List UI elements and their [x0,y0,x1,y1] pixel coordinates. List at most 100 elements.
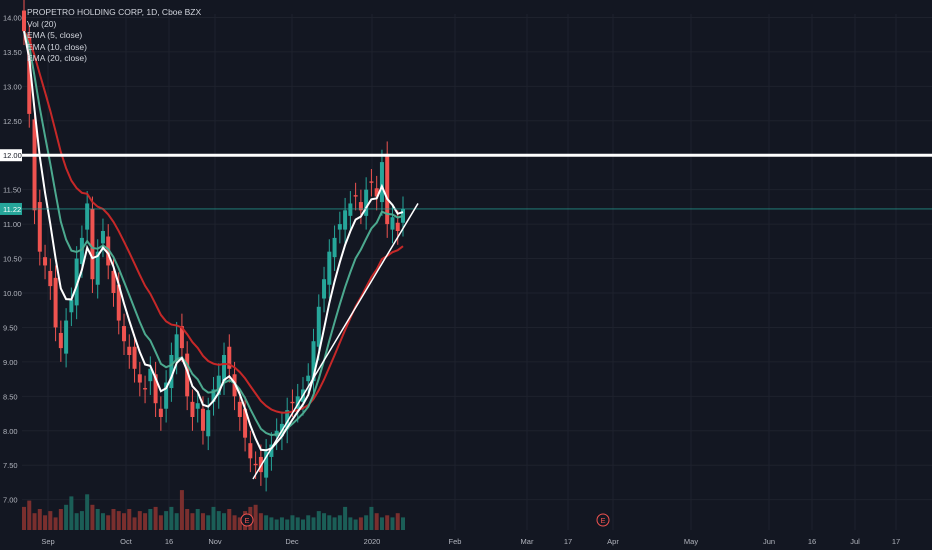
volume-bar [227,509,232,530]
candle-body [395,222,400,231]
x-tick-label: 17 [564,537,572,546]
legend-ema20: EMA (20, close) [27,53,87,63]
candle-body [227,346,232,369]
legend-title: PROPETRO HOLDING CORP, 1D, Cboe BZX [27,7,202,17]
volume-bar [322,513,327,530]
candle-body [116,284,121,321]
volume-bar [343,506,348,530]
y-tick-label: 8.50 [3,392,18,401]
candle-body [390,217,395,230]
volume-bar [37,509,42,530]
ema10-line [23,30,404,437]
trend-line [252,203,419,480]
candle-body [69,299,74,313]
candle-body [306,375,311,382]
x-tick-label: Apr [607,537,619,546]
y-tick-label: 13.50 [3,48,22,57]
y-tick-label: 8.00 [3,427,18,436]
x-tick-label: May [684,537,698,546]
candle-body [22,10,26,32]
volume-bar [290,515,295,530]
volume-bar [179,490,184,530]
candle-body [27,36,32,114]
volume-bar [185,509,190,530]
volume-bar [300,519,305,530]
candle-body [79,237,84,265]
volume-bar [58,509,63,530]
volume-bar [258,513,263,530]
candle-body [53,277,58,328]
volume-bar [332,517,337,530]
y-tick-label: 9.50 [3,323,18,332]
volume-bar [237,517,242,530]
earnings-marker-label: E [600,516,605,525]
ema5-line [23,31,404,452]
x-tick-label: Sep [41,537,54,546]
legend-ema10: EMA (10, close) [27,41,87,52]
candle-body [237,401,242,417]
candle-body [222,355,227,382]
y-tick-label: 13.00 [3,82,22,91]
legend-volume: Vol (20) [27,18,57,29]
candle-body [369,181,374,183]
y-tick-label: 10.00 [3,289,22,298]
candle-body [295,396,300,409]
y-tick-label: 11.50 [3,186,21,195]
candle-body [64,320,69,354]
candle-body [374,188,379,197]
volume-bar [353,519,358,530]
candle-body [179,326,184,349]
volume-bar [316,511,321,530]
candle-body [200,408,205,431]
candle-body [185,353,190,397]
candle-body [216,375,221,395]
volume-bar [122,513,127,530]
volume-bar [285,519,290,530]
candle-body [85,203,90,230]
x-tick-label: Jun [763,537,775,546]
x-tick-label: Dec [285,537,299,546]
volume-bar [116,511,121,530]
x-tick-label: Nov [208,537,222,546]
candle-body [164,382,169,409]
volume-bar [222,513,227,530]
candle-body [43,257,48,266]
candle-body [385,153,390,225]
volume-bar [337,515,342,530]
candle-body [122,326,127,342]
candle-body [153,374,158,404]
y-tick-label: 14.00 [3,13,22,22]
volume-bar [132,517,137,530]
y-tick-label: 10.50 [3,255,22,264]
y-tick-label: 11.00 [3,220,21,229]
candle-body [100,231,105,244]
candle-body [290,401,295,404]
volume-bar [311,517,316,530]
volume-bar [95,509,100,530]
volume-bar [295,517,300,530]
volume-bar [74,513,79,530]
volume-bar [232,515,237,530]
y-tick-label: 9.00 [3,358,18,367]
candle-body [248,443,253,459]
volume-bar [216,511,221,530]
volume-bar [385,515,390,530]
volume-bar [190,513,195,530]
y-tick-label: 12.50 [3,117,22,126]
volume-bar [379,517,384,530]
volume-bar [158,515,163,530]
ema20-line [23,30,404,414]
candle-body [195,403,200,409]
x-tick-label: Feb [449,537,462,546]
volume-bar [64,504,69,530]
x-tick-label: 2020 [364,537,381,546]
candle-body [332,237,337,258]
level-label-box [0,149,22,162]
volume-bar [85,494,90,530]
candle-body [343,210,348,230]
volume-bar [79,511,84,530]
volume-bar [327,515,332,530]
volume-bar [111,509,116,530]
candle-body [95,251,100,285]
